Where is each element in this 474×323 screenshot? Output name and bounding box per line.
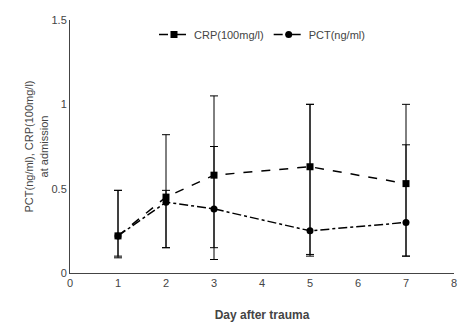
svg-text:2: 2 — [163, 277, 169, 289]
svg-text:1: 1 — [61, 98, 67, 110]
svg-text:1: 1 — [115, 277, 121, 289]
svg-text:4: 4 — [259, 277, 265, 289]
svg-text:0: 0 — [61, 267, 67, 279]
svg-text:Day after trauma: Day after trauma — [215, 308, 310, 322]
svg-text:3: 3 — [211, 277, 217, 289]
svg-text:5: 5 — [307, 277, 313, 289]
svg-text:8: 8 — [451, 277, 457, 289]
svg-text:CRP(100mg/l): CRP(100mg/l) — [194, 29, 264, 41]
svg-text:0.5: 0.5 — [52, 183, 67, 195]
svg-text:PCT(ng/ml), CRP(100mg/l)at adm: PCT(ng/ml), CRP(100mg/l)at admission — [23, 80, 49, 212]
svg-text:7: 7 — [403, 277, 409, 289]
svg-text:0: 0 — [67, 277, 73, 289]
svg-text:PCT(ng/ml): PCT(ng/ml) — [309, 29, 365, 41]
svg-text:6: 6 — [355, 277, 361, 289]
svg-text:1.5: 1.5 — [52, 14, 67, 26]
